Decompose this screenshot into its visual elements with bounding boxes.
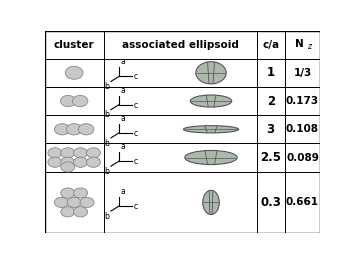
Ellipse shape — [74, 157, 88, 167]
Text: N: N — [295, 39, 304, 49]
Text: z: z — [307, 42, 310, 51]
Ellipse shape — [48, 148, 62, 158]
Text: 0.108: 0.108 — [286, 124, 319, 134]
Ellipse shape — [74, 148, 88, 158]
Ellipse shape — [54, 197, 68, 208]
Text: b: b — [105, 139, 110, 148]
Ellipse shape — [61, 188, 75, 198]
Ellipse shape — [87, 148, 100, 158]
Text: a: a — [120, 187, 125, 196]
Text: c: c — [133, 202, 137, 211]
Text: c: c — [133, 101, 137, 110]
Text: c: c — [133, 129, 137, 138]
Text: a: a — [120, 57, 125, 66]
Text: 1: 1 — [267, 66, 275, 79]
Text: a: a — [120, 142, 125, 151]
Ellipse shape — [203, 190, 219, 215]
Text: 2.5: 2.5 — [260, 151, 281, 164]
Text: c: c — [133, 157, 137, 166]
Text: 0.661: 0.661 — [286, 197, 319, 208]
Text: 3: 3 — [267, 123, 275, 136]
Ellipse shape — [72, 95, 88, 107]
Text: cluster: cluster — [54, 40, 94, 50]
Text: 0.3: 0.3 — [260, 196, 281, 209]
Text: 1/3: 1/3 — [293, 68, 312, 78]
Ellipse shape — [183, 126, 239, 133]
Ellipse shape — [87, 157, 100, 167]
Ellipse shape — [80, 197, 94, 208]
Text: a: a — [120, 86, 125, 95]
Text: c: c — [133, 72, 137, 81]
Text: b: b — [105, 82, 110, 91]
Ellipse shape — [61, 157, 75, 167]
Ellipse shape — [74, 207, 88, 217]
Ellipse shape — [61, 148, 75, 158]
Ellipse shape — [190, 95, 232, 107]
Ellipse shape — [54, 124, 70, 135]
Ellipse shape — [196, 62, 226, 84]
Text: c/a: c/a — [262, 40, 279, 50]
Text: b: b — [105, 111, 110, 119]
Text: b: b — [105, 212, 110, 221]
Ellipse shape — [61, 207, 75, 217]
Ellipse shape — [67, 124, 82, 135]
Text: 2: 2 — [267, 95, 275, 107]
Ellipse shape — [61, 162, 75, 172]
Text: 0.089: 0.089 — [286, 152, 319, 162]
Ellipse shape — [185, 150, 237, 165]
Ellipse shape — [65, 66, 83, 79]
Ellipse shape — [67, 197, 81, 208]
Text: associated ellipsoid: associated ellipsoid — [122, 40, 239, 50]
Text: b: b — [105, 167, 110, 176]
Ellipse shape — [61, 95, 76, 107]
Text: 0.173: 0.173 — [286, 96, 319, 106]
Ellipse shape — [48, 157, 62, 167]
Ellipse shape — [74, 188, 88, 198]
Ellipse shape — [78, 124, 94, 135]
Text: a: a — [120, 114, 125, 123]
